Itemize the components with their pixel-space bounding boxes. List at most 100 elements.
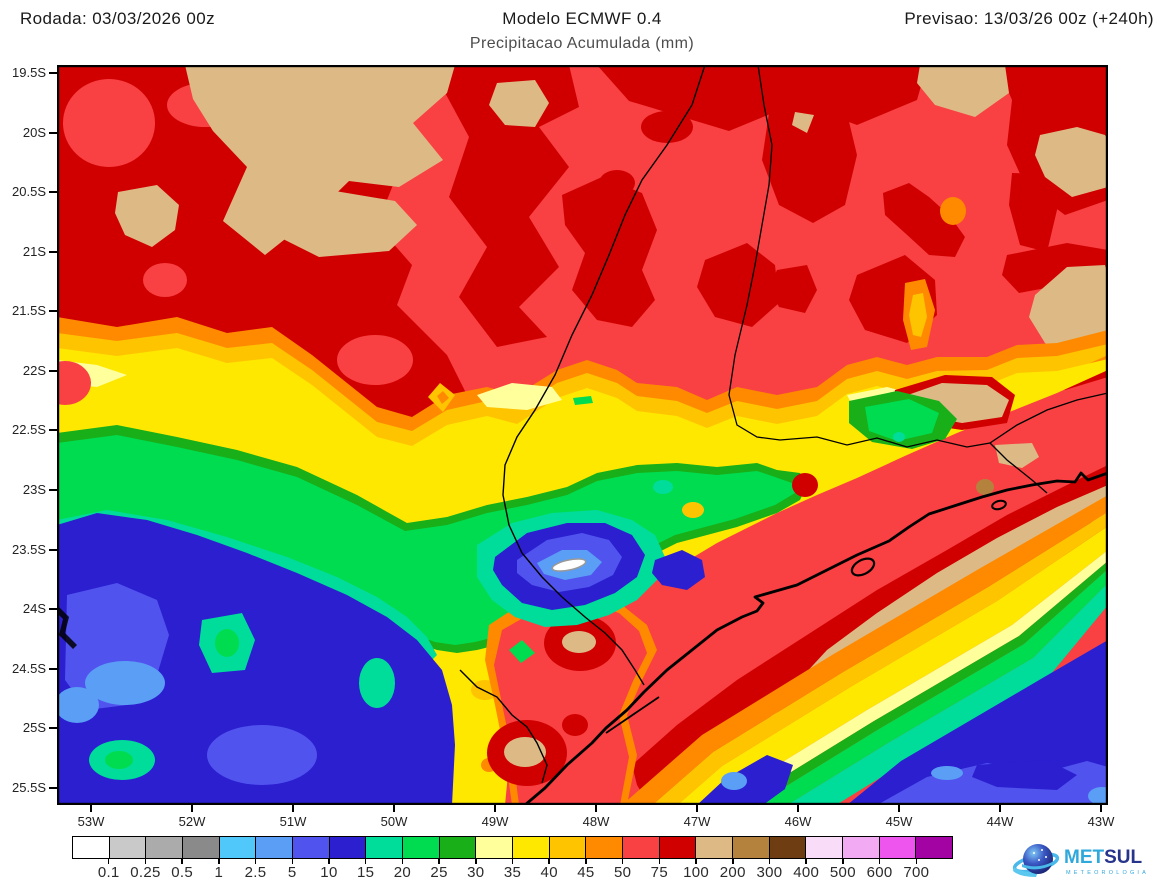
- scale-tick: [511, 859, 514, 864]
- lon-tick: [999, 805, 1001, 812]
- scale-cell: [878, 837, 916, 858]
- lat-tick: [49, 489, 57, 492]
- lat-tick: [49, 310, 57, 313]
- lat-tick: [49, 369, 57, 372]
- scale-cell: [182, 837, 219, 858]
- lat-tick: [49, 727, 57, 730]
- variable-subtitle: Precipitacao Acumulada (mm): [469, 35, 695, 52]
- lat-label: 20.5S: [12, 184, 46, 200]
- lat-tick: [49, 191, 57, 194]
- scale-cell: [768, 837, 806, 858]
- lon-label: 43W: [1087, 814, 1115, 829]
- scale-cell: [292, 837, 329, 858]
- lat-tick: [49, 429, 57, 432]
- scale-label: 600: [866, 864, 893, 881]
- lon-label: 44W: [986, 814, 1014, 829]
- scale-cell: [402, 837, 439, 858]
- scale-label: 50: [613, 864, 632, 881]
- lat-tick: [49, 608, 57, 611]
- lat-label: 24S: [22, 601, 46, 617]
- scale-cell: [548, 837, 586, 858]
- scale-label: 500: [829, 864, 856, 881]
- scale-tick: [842, 859, 844, 864]
- lon-label: 51W: [279, 814, 307, 829]
- lon-tick: [90, 805, 92, 812]
- scale-tick: [364, 859, 367, 864]
- globe-icon: [1012, 844, 1060, 877]
- scale-label: 2.5: [244, 864, 267, 881]
- scale-cell: [695, 837, 733, 858]
- scale-label: 45: [577, 864, 595, 881]
- lat-tick: [49, 131, 57, 134]
- lat-tick: [49, 250, 57, 253]
- scale-tick: [585, 859, 587, 864]
- scale-tick: [254, 859, 257, 864]
- scale-label: 35: [503, 864, 522, 881]
- lat-label: 25S: [22, 720, 46, 736]
- lat-tick: [49, 786, 57, 789]
- lon-label: 52W: [178, 814, 206, 829]
- scale-cell: [842, 837, 879, 858]
- scale-label: 40: [540, 864, 558, 881]
- lat-label: 19.5S: [12, 65, 46, 80]
- scale-tick: [328, 859, 330, 864]
- scale-tick: [144, 859, 147, 864]
- scale-tick: [548, 859, 550, 864]
- scale-tick: [732, 859, 734, 864]
- scale-cell: [475, 837, 513, 858]
- lon-label: 49W: [481, 814, 509, 829]
- scale-label: 5: [287, 864, 297, 881]
- scale-tick: [438, 859, 440, 864]
- lon-tick: [1100, 805, 1102, 812]
- metsul-logo: METSUL METEOROLOGIA: [1012, 833, 1167, 891]
- title-block: Modelo ECMWF 0.4 Precipitacao Acumulada …: [382, 9, 782, 53]
- lon-label: 45W: [885, 814, 913, 829]
- scale-tick: [401, 859, 404, 864]
- scale-tick: [181, 859, 183, 864]
- scale-cell: [255, 837, 293, 858]
- scale-cell: [73, 837, 109, 858]
- logo-met: MET: [1064, 847, 1105, 868]
- scale-label: 75: [650, 864, 668, 881]
- scale-tick: [218, 859, 220, 864]
- scale-cell: [145, 837, 183, 858]
- scale-label: 700: [903, 864, 930, 881]
- scale-label: 1: [214, 864, 224, 881]
- lat-label: 23.5S: [12, 541, 46, 557]
- logo-sul: SUL: [1104, 847, 1142, 868]
- scale-label: 10: [320, 864, 338, 881]
- scale-tick: [475, 859, 477, 864]
- scale-cell: [512, 837, 549, 858]
- logo-tagline: METEOROLOGIA: [1066, 870, 1149, 876]
- scale-tick: [768, 859, 771, 864]
- precip-contour-field: [57, 65, 1108, 805]
- scale-cell: [108, 837, 146, 858]
- scale-tick: [621, 859, 624, 864]
- lon-label: 48W: [582, 814, 610, 829]
- lon-tick: [797, 805, 799, 812]
- lat-tick: [49, 72, 57, 74]
- scale-cell: [915, 837, 953, 858]
- scale-tick: [107, 859, 110, 864]
- lat-label: 21.5S: [12, 303, 46, 319]
- scale-cell: [658, 837, 696, 858]
- precip-color-scale: [72, 836, 953, 859]
- lon-tick: [898, 805, 900, 812]
- lat-tick: [49, 667, 57, 670]
- forecast-valid-label: Previsao: 13/03/26 00z (+240h): [904, 9, 1154, 28]
- scale-label: 0.1: [97, 864, 120, 881]
- scale-cell: [218, 837, 256, 858]
- lon-label: 53W: [77, 814, 105, 829]
- scale-tick: [695, 859, 697, 864]
- scale-cell: [438, 837, 476, 858]
- lon-tick: [191, 805, 193, 812]
- lon-tick: [595, 805, 597, 812]
- lat-label: 20S: [22, 124, 46, 140]
- lon-label: 50W: [380, 814, 408, 829]
- lon-label: 46W: [784, 814, 812, 829]
- scale-label: 25: [430, 864, 448, 881]
- scale-label: 15: [357, 864, 375, 881]
- scale-cell: [622, 837, 659, 858]
- scale-label: 0.5: [171, 864, 193, 881]
